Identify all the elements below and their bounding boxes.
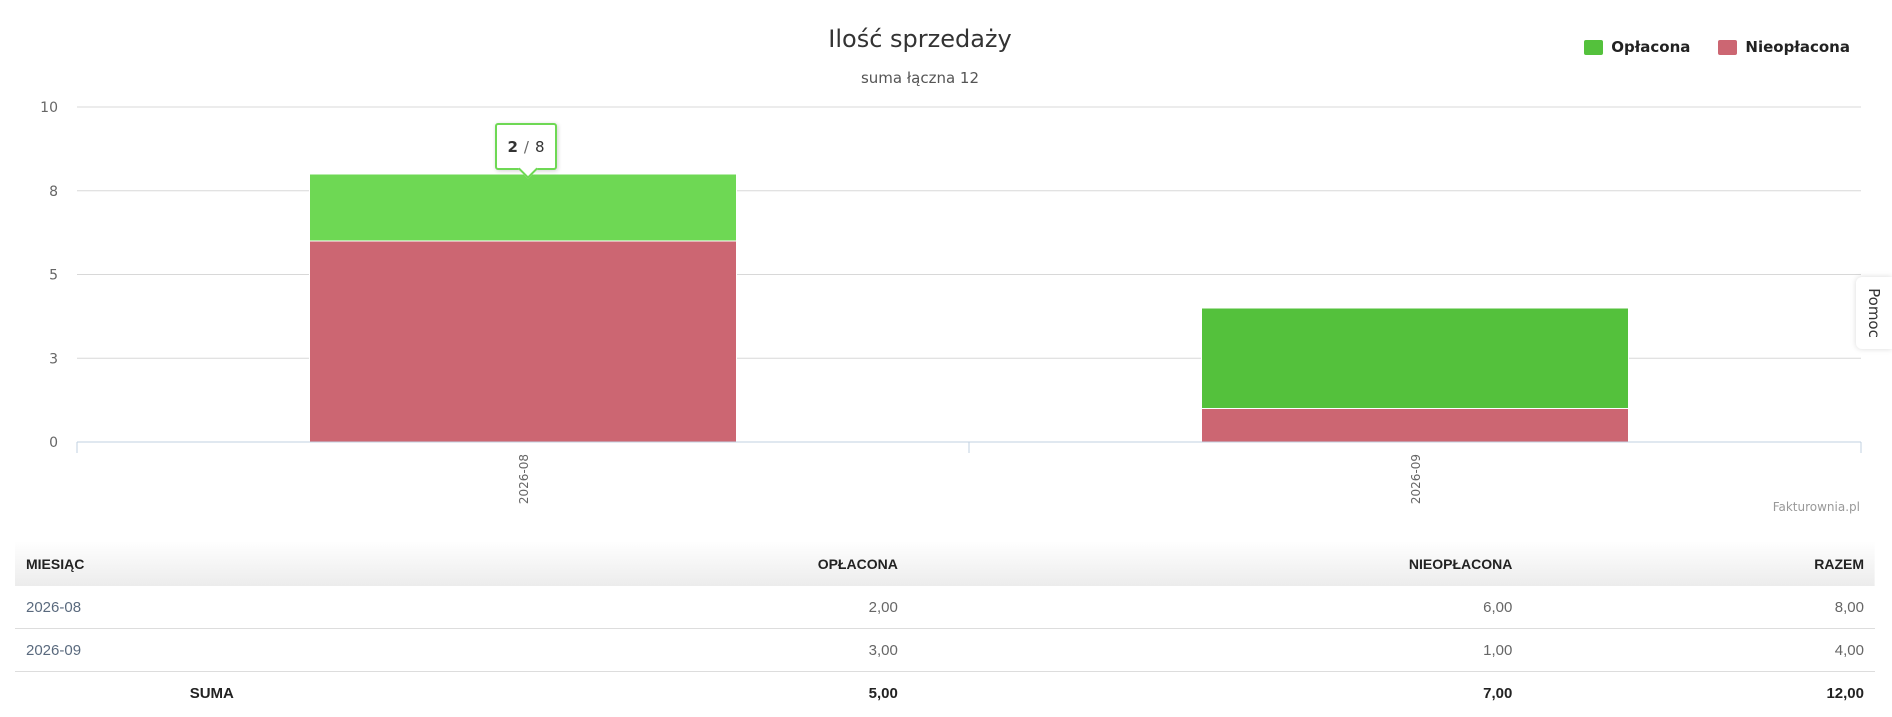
legend-swatch-unpaid (1718, 39, 1738, 55)
table-header-row: MIESIĄC OPŁACONA NIEOPŁACONA RAZEM (15, 541, 1875, 586)
cell-month: 2026-09 (15, 628, 409, 672)
header-total[interactable]: RAZEM (1814, 555, 1864, 572)
sum-paid: 5,00 (868, 684, 898, 702)
chart-tooltip: 2 / 8 (495, 123, 557, 179)
help-tab[interactable]: Pomoc (1856, 277, 1892, 349)
cell-total: 4,00 (1523, 628, 1875, 672)
bars (309, 173, 1629, 443)
sum-label: SUMA (189, 684, 234, 702)
cell-unpaid: 1,00 (908, 628, 1524, 672)
chart-subtitle: suma łączna 12 (861, 69, 979, 87)
header-paid[interactable]: OPŁACONA (817, 555, 898, 572)
sum-unpaid: 7,00 (1483, 684, 1513, 702)
legend-item-paid[interactable]: Opłacona (1584, 38, 1690, 56)
cell-paid: 2,00 (408, 586, 909, 629)
table-row: 2026-08 2,00 6,00 8,00 (15, 586, 1875, 629)
tooltip-total: 8 (534, 137, 545, 156)
bar-2026-09-paid[interactable] (1201, 307, 1629, 409)
cell-total: 8,00 (1523, 586, 1875, 629)
legend-swatch-paid (1584, 39, 1604, 55)
sum-total: 12,00 (1826, 684, 1864, 702)
x-tick-label: 2026-08 (517, 454, 531, 504)
table-sum-row: SUMA 5,00 7,00 12,00 (15, 672, 1875, 715)
tooltip-separator: / (523, 137, 529, 156)
legend-item-unpaid[interactable]: Nieopłacona (1718, 38, 1850, 56)
x-tick-label: 2026-09 (1409, 454, 1423, 504)
y-tick-label: 3 (49, 351, 58, 367)
legend-label-paid: Opłacona (1611, 38, 1691, 56)
header-unpaid[interactable]: NIEOPŁACONA (1408, 555, 1513, 572)
header-month[interactable]: MIESIĄC (26, 555, 85, 572)
cell-unpaid: 6,00 (908, 586, 1524, 629)
y-tick-label: 5 (49, 268, 58, 284)
cell-paid: 3,00 (408, 628, 909, 672)
bar-2026-08-paid[interactable] (309, 173, 737, 242)
legend: Opłacona Nieopłacona (1584, 38, 1850, 56)
x-axis: 2026-08 2026-09 (76, 441, 1862, 504)
tooltip-value: 2 (507, 137, 518, 156)
chart-credit-link[interactable]: Fakturownia.pl (1772, 500, 1860, 514)
legend-label-unpaid: Nieopłacona (1745, 38, 1850, 56)
y-tick-label: 0 (49, 435, 58, 451)
table-row: 2026-09 3,00 1,00 4,00 (15, 628, 1875, 672)
cell-month: 2026-08 (15, 586, 409, 629)
help-tab-label: Pomoc (1865, 288, 1884, 338)
y-tick-label: 10 (40, 100, 58, 116)
y-tick-label: 8 (49, 184, 58, 200)
bar-2026-09-unpaid[interactable] (1201, 408, 1629, 443)
bar-2026-08-unpaid[interactable] (309, 240, 737, 443)
chart-title: Ilość sprzedaży (828, 25, 1011, 53)
summary-table: MIESIĄC OPŁACONA NIEOPŁACONA RAZEM 2026-… (15, 541, 1875, 714)
y-axis-ticks: 0 3 5 8 10 (40, 100, 58, 451)
